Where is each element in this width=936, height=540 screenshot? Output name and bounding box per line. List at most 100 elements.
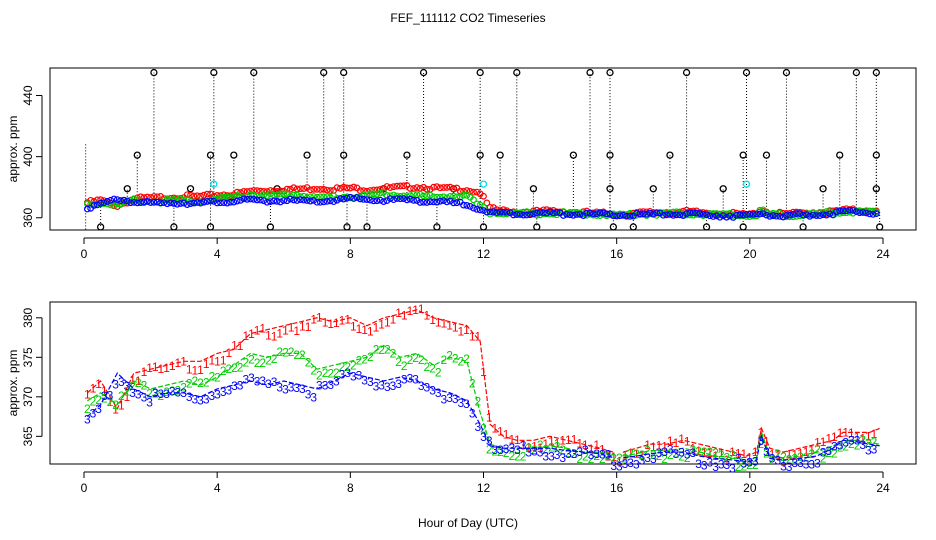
series2-point (510, 209, 517, 217)
series3-marker: 3 (667, 443, 674, 457)
outlier-mid-point (836, 151, 844, 159)
series1-marker: 1 (175, 356, 182, 370)
series3-point (686, 209, 694, 217)
series3-point (643, 210, 651, 218)
series3-point (599, 209, 607, 217)
series3-marker: 3 (633, 457, 640, 471)
series1-marker: 1 (446, 319, 453, 333)
series3-point (646, 209, 654, 217)
series3-point (373, 197, 381, 205)
series1-marker: 1 (480, 365, 487, 379)
series3-point (110, 195, 118, 203)
series3-marker: 3 (90, 407, 97, 421)
series3-point (726, 212, 734, 220)
series3-marker: 3 (825, 444, 832, 458)
series2-marker: 2 (390, 346, 397, 360)
series1-marker: 1 (316, 310, 323, 324)
series1-marker: 1 (231, 339, 238, 353)
series2-marker: 2 (707, 445, 714, 459)
series1-point (550, 206, 557, 214)
series3-point (406, 195, 414, 203)
series3-point (473, 205, 481, 213)
series2-marker: 2 (667, 448, 674, 462)
series3-marker: 3 (735, 452, 742, 466)
series3-point (283, 197, 291, 205)
series3-point (127, 199, 135, 207)
series3-point (666, 211, 674, 218)
series3-point (526, 211, 534, 219)
series3-marker: 3 (124, 379, 131, 393)
series3-point (346, 193, 354, 201)
series1-marker: 1 (192, 364, 199, 378)
series1-marker: 1 (441, 317, 448, 331)
series3-marker: 3 (576, 445, 583, 459)
series2-marker: 2 (780, 450, 787, 464)
series2-marker: 2 (842, 439, 849, 453)
outlier-low-point (629, 223, 637, 231)
outlier-low-mid-point (649, 185, 657, 193)
series3-marker: 3 (820, 446, 827, 460)
series3-marker: 3 (491, 443, 498, 457)
series3-point (606, 210, 614, 218)
series3-marker: 3 (180, 386, 187, 400)
series2-point (227, 194, 234, 202)
series1-point (217, 192, 224, 199)
series3-point (709, 213, 717, 220)
series3-point (566, 211, 574, 219)
series2-marker: 2 (265, 353, 272, 367)
series3-point (663, 211, 671, 219)
series3-point (223, 199, 231, 207)
series3-point (220, 199, 228, 207)
series2-marker: 2 (452, 351, 459, 365)
series1-point (406, 185, 414, 192)
series2-marker: 2 (305, 355, 312, 369)
series3-point (253, 196, 261, 204)
series2-marker: 2 (356, 354, 363, 368)
series3-marker: 3 (746, 455, 753, 469)
series1-point (233, 188, 241, 196)
series3-point (207, 197, 214, 205)
series1-marker: 1 (146, 361, 153, 375)
series3-point (330, 198, 338, 206)
series3-point (90, 202, 98, 209)
series2-point (446, 192, 454, 200)
series2-marker: 2 (293, 348, 300, 362)
series1-marker: 1 (197, 363, 204, 377)
outlier-low-mid-point (606, 185, 614, 193)
series2-marker: 2 (724, 451, 731, 465)
top-panel-ylabel: approx. ppm (6, 116, 20, 183)
series1-marker: 1 (124, 390, 131, 404)
series3-point (756, 210, 764, 218)
figure-title: FEF_111112 CO2 Timeseries (390, 11, 545, 25)
series3-point (500, 208, 507, 216)
series2-marker: 2 (837, 441, 844, 455)
cyan-point (479, 180, 488, 188)
outlier-high-point (782, 68, 791, 77)
series2-marker: 2 (678, 449, 685, 463)
series3-marker: 3 (276, 380, 283, 394)
series3-point (856, 209, 864, 217)
series1-marker: 1 (152, 360, 159, 374)
series3-marker: 3 (582, 443, 589, 457)
series2-marker: 2 (271, 352, 278, 366)
series2-marker: 2 (548, 441, 555, 455)
series1-marker: 1 (350, 319, 357, 333)
series1-marker: 1 (129, 373, 136, 387)
series3-marker: 3 (661, 445, 668, 459)
series1-point (433, 183, 441, 191)
series3-point (719, 212, 727, 220)
bottom-y-tick-label: 375 (21, 347, 35, 367)
series1-marker: 1 (118, 398, 125, 412)
series1-marker: 1 (786, 447, 793, 461)
series3-point (613, 212, 621, 220)
series3-point (230, 198, 238, 206)
outlier-mid-point (606, 151, 614, 159)
series3-point (140, 198, 148, 206)
series1-point (393, 182, 401, 190)
series2-point (280, 190, 288, 198)
series3-marker: 3 (854, 433, 861, 447)
series3-point (197, 199, 204, 207)
series1-point (243, 188, 251, 195)
series2-marker: 2 (480, 422, 487, 436)
series2-marker: 2 (718, 448, 725, 462)
